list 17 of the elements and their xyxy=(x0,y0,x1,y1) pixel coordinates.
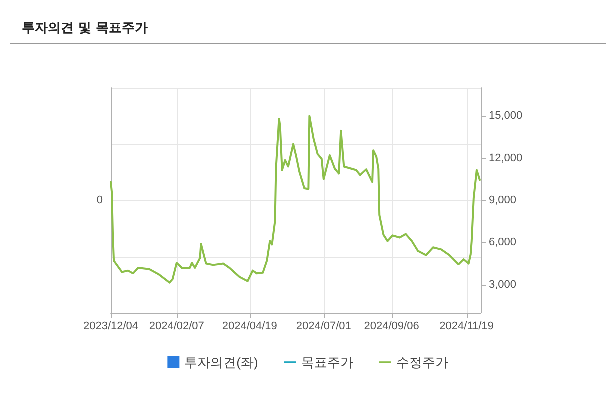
x-tick-label: 2024/11/19 xyxy=(440,320,494,332)
y2-tick-label: 12,000 xyxy=(489,152,523,164)
text: 0 xyxy=(96,194,103,206)
legend-label: 수정주가 xyxy=(396,355,448,370)
y2-tick-label: 6,000 xyxy=(489,236,517,249)
legend-label: 투자의견(좌) xyxy=(184,355,258,370)
legend-label: 목표주가 xyxy=(301,355,354,370)
x-tick-label: 2024/04/19 xyxy=(222,320,278,332)
x-tick-label: 2024/09/06 xyxy=(364,320,420,332)
y2-tick-label: 3,000 xyxy=(489,278,517,291)
y2-tick-label: 15,000 xyxy=(489,110,523,122)
line-series xyxy=(110,115,481,284)
chart-title: 투자의견 및 목표주가 xyxy=(10,14,606,44)
y2-tick-label: 9,000 xyxy=(489,194,517,206)
x-tick-label: 2024/02/07 xyxy=(149,320,204,332)
x-tick-label: 2023/12/04 xyxy=(83,320,139,332)
x-tick-label: 2024/07/01 xyxy=(296,320,352,332)
